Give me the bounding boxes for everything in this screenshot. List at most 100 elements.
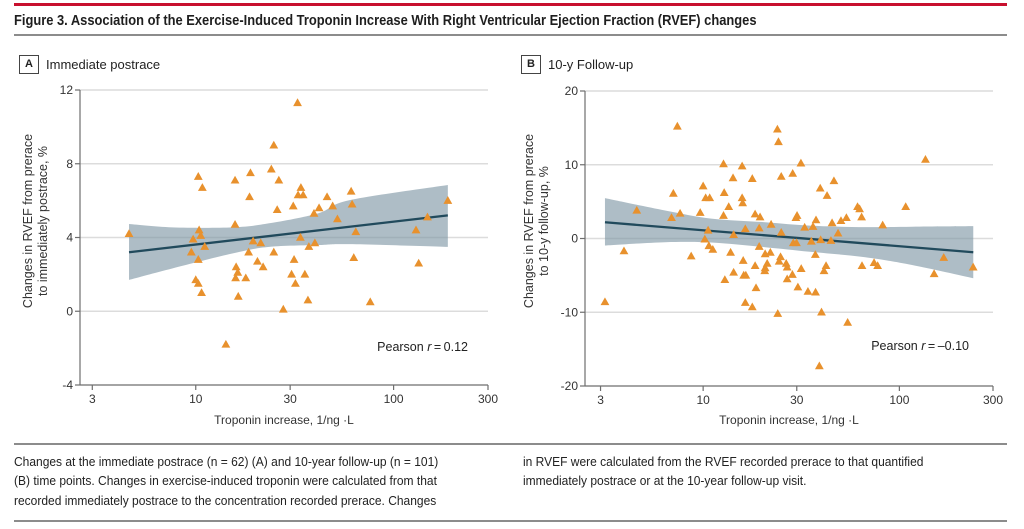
data-point-triangle xyxy=(193,278,203,287)
data-point-triangle xyxy=(754,242,764,250)
data-point-triangle xyxy=(300,269,310,278)
data-point-triangle xyxy=(811,215,821,224)
data-point-triangle xyxy=(328,201,338,210)
data-point-triangle xyxy=(272,205,282,214)
data-point-triangle xyxy=(814,361,824,370)
data-point-triangle xyxy=(411,225,421,234)
data-point-triangle xyxy=(741,270,751,279)
data-point-triangle xyxy=(708,244,718,253)
data-point-triangle xyxy=(365,297,375,306)
data-point-triangle xyxy=(857,212,867,221)
confidence-band xyxy=(129,184,448,280)
data-point-triangle xyxy=(773,309,783,317)
data-point-triangle xyxy=(816,235,826,244)
y-axis-title-line: to immediately postrace, % xyxy=(36,145,50,297)
data-point-triangle xyxy=(221,339,231,348)
data-point-triangle xyxy=(826,236,836,244)
data-point-triangle xyxy=(774,137,783,146)
y-tick-label: 12 xyxy=(60,83,74,97)
data-point-triangle xyxy=(719,159,728,168)
data-point-triangle xyxy=(289,255,299,263)
data-point-triangle xyxy=(782,274,792,283)
data-point-triangle xyxy=(675,208,685,217)
x-tick-label: 300 xyxy=(983,393,1003,407)
data-point-triangle xyxy=(293,98,302,107)
caption-bottom-rule xyxy=(14,520,1007,522)
data-point-triangle xyxy=(333,214,342,223)
data-point-triangle xyxy=(808,222,818,230)
data-point-triangle xyxy=(197,183,207,191)
data-point-triangle xyxy=(796,264,806,272)
data-point-triangle xyxy=(233,291,243,300)
data-point-triangle xyxy=(188,234,198,243)
data-point-triangle xyxy=(695,208,705,216)
panel-b-y-axis-title: Changes in RVEF from prerace to 10-y fol… xyxy=(522,111,552,331)
data-point-triangle xyxy=(248,236,258,245)
data-point-triangle xyxy=(672,121,682,130)
data-point-triangle xyxy=(349,253,359,261)
data-point-triangle xyxy=(921,154,930,163)
data-point-triangle xyxy=(288,201,298,210)
caption-left-column: Changes at the immediate postrace (n = 6… xyxy=(14,452,480,510)
caption-line: recorded immediately postrace to the con… xyxy=(14,492,437,508)
data-point-triangle xyxy=(829,176,839,185)
panel-b-x-axis-title: Troponin increase, 1/ng ·L xyxy=(719,413,859,427)
panel-a-x-axis-title: Troponin increase, 1/ng ·L xyxy=(214,413,354,427)
data-point-triangle xyxy=(827,218,837,227)
data-point-triangle xyxy=(968,262,978,271)
data-point-triangle xyxy=(776,252,785,261)
data-point-triangle xyxy=(231,262,241,271)
data-point-triangle xyxy=(939,253,949,261)
data-point-triangle xyxy=(729,230,739,239)
panel-b-pearson-annotation: Pearson r = –0.10 xyxy=(871,338,969,354)
data-point-triangle xyxy=(230,175,240,184)
data-point-triangle xyxy=(310,238,320,247)
x-tick-label: 10 xyxy=(189,392,203,406)
data-point-triangle xyxy=(703,225,713,234)
title-divider xyxy=(14,34,1007,36)
data-point-triangle xyxy=(737,161,747,170)
data-point-triangle xyxy=(901,202,911,210)
data-point-triangle xyxy=(200,242,210,250)
panel-b-letter: B xyxy=(521,55,541,74)
data-point-triangle xyxy=(750,261,760,269)
data-point-triangle xyxy=(668,188,678,197)
data-point-triangle xyxy=(443,196,453,204)
y-axis-title-line: Changes in RVEF from prerace xyxy=(21,133,35,309)
data-point-triangle xyxy=(244,247,254,256)
x-tick-label: 30 xyxy=(790,393,804,407)
data-point-triangle xyxy=(800,222,810,231)
data-point-triangle xyxy=(705,193,715,202)
data-point-triangle xyxy=(632,205,642,214)
data-point-triangle xyxy=(728,173,738,182)
data-point-triangle xyxy=(241,273,251,282)
y-tick-label: -20 xyxy=(561,379,579,393)
y-tick-label: 10 xyxy=(565,158,579,172)
data-point-triangle xyxy=(346,186,356,195)
data-point-triangle xyxy=(196,231,206,239)
data-point-triangle xyxy=(686,251,696,260)
data-point-triangle xyxy=(811,287,820,296)
data-point-triangle xyxy=(266,164,276,173)
data-point-triangle xyxy=(817,307,826,316)
caption-line: (B) time points. Changes in exercise-ind… xyxy=(14,473,437,489)
data-point-triangle xyxy=(819,266,829,275)
panel-a-title: Immediate postrace xyxy=(46,57,161,72)
data-point-triangle xyxy=(750,209,760,218)
data-point-triangle xyxy=(193,172,203,180)
data-point-triangle xyxy=(833,228,843,237)
data-point-triangle xyxy=(781,258,791,267)
caption-line: in RVEF were calculated from the RVEF re… xyxy=(523,454,924,469)
regression-line xyxy=(604,221,974,254)
data-point-triangle xyxy=(269,140,279,149)
panel-a-pearson-annotation: Pearson r = 0.12 xyxy=(377,339,468,355)
data-point-triangle xyxy=(278,304,288,313)
data-point-triangle xyxy=(269,247,279,256)
caption-top-rule xyxy=(14,443,1007,445)
data-point-triangle xyxy=(806,236,816,245)
data-point-triangle xyxy=(810,250,820,258)
data-point-triangle xyxy=(841,213,851,222)
panel-a-y-axis-title: Changes in RVEF from prerace to immediat… xyxy=(21,111,51,331)
data-point-triangle xyxy=(822,191,832,199)
data-point-triangle xyxy=(772,124,782,133)
